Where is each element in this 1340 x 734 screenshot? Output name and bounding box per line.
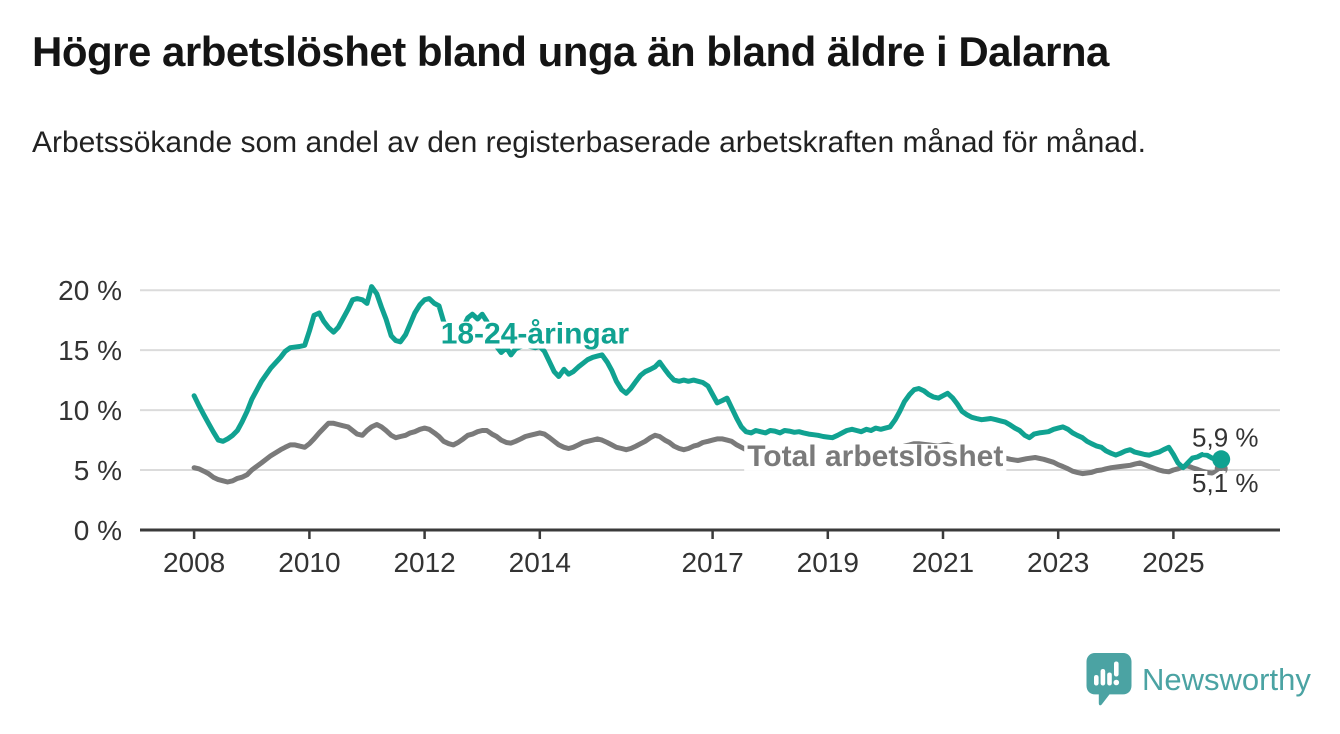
x-axis-tick-label: 2017 (681, 547, 743, 578)
y-axis-tick-label: 0 % (74, 515, 122, 546)
series-label: Total arbetslöshet (747, 440, 1003, 473)
series-label: 18-24-åringar (441, 318, 630, 351)
y-axis-tick-label: 20 % (58, 275, 122, 306)
end-value-label: 5,1 % (1192, 468, 1259, 498)
series-label-mask (744, 443, 1007, 471)
x-axis-tick-label: 2008 (163, 547, 225, 578)
y-axis-tick-label: 5 % (74, 455, 122, 486)
brand-footer: Newsworthy (1086, 652, 1311, 708)
page-subtitle: Arbetssökande som andel av den registerb… (32, 126, 1146, 159)
x-axis-tick-label: 2010 (278, 547, 340, 578)
y-axis-tick-label: 10 % (58, 395, 122, 426)
x-axis-tick-label: 2023 (1027, 547, 1089, 578)
x-axis-tick-label: 2021 (912, 547, 974, 578)
x-axis-tick-label: 2019 (797, 547, 859, 578)
logo-bar-1 (1094, 675, 1099, 686)
x-axis-tick-label: 2014 (509, 547, 571, 578)
page-title: Högre arbetslöshet bland unga än bland ä… (32, 28, 1109, 75)
speech-bubble-bar-chart-icon (1086, 653, 1132, 706)
logo-exclamation-bar (1114, 661, 1119, 677)
x-axis-tick-label: 2025 (1142, 547, 1204, 578)
series-label-mask (437, 321, 633, 349)
logo-bar-2 (1100, 669, 1106, 686)
y-axis-tick-label: 15 % (58, 335, 122, 366)
logo-exclamation-dot (1113, 679, 1120, 686)
brand-name: Newsworthy (1142, 662, 1311, 697)
logo-bar-3 (1107, 672, 1112, 686)
x-axis-tick-label: 2012 (393, 547, 455, 578)
end-value-label: 5,9 % (1192, 423, 1259, 453)
end-dot-youth (1212, 450, 1231, 469)
series-line-total (191, 420, 1224, 485)
series-line-youth (191, 284, 1224, 471)
